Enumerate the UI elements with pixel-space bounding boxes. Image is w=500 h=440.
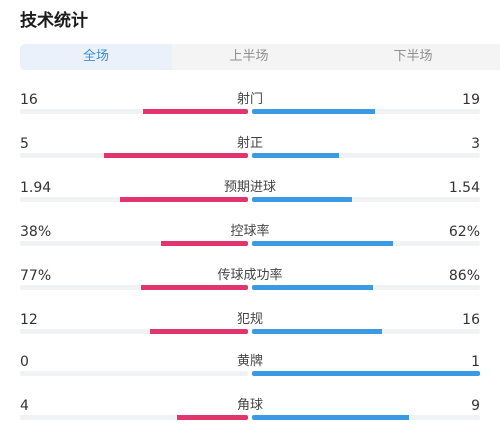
away-bar — [252, 285, 373, 290]
tab-first-half[interactable]: 上半场 — [172, 44, 326, 70]
tab-second-half[interactable]: 下半场 — [326, 44, 500, 70]
away-value: 1 — [471, 354, 480, 370]
stat-label: 犯规 — [236, 312, 263, 327]
home-bar — [177, 415, 248, 420]
away-bar — [252, 153, 339, 158]
away-value: 19 — [462, 92, 480, 108]
home-bar-track — [20, 197, 248, 202]
period-tabs: 全场 上半场 下半场 — [20, 44, 500, 70]
away-bar-track — [252, 197, 480, 202]
home-value: 16 — [20, 92, 38, 108]
stat-row-possession: 38% 控球率 62% — [0, 223, 500, 263]
stat-label: 黄牌 — [236, 354, 263, 369]
away-bar-track — [252, 109, 480, 114]
home-value: 4 — [20, 398, 29, 414]
away-bar-track — [252, 285, 480, 290]
away-bar-track — [252, 153, 480, 158]
stat-label: 传球成功率 — [217, 268, 283, 283]
stat-row-fouls: 12 犯规 16 — [0, 311, 500, 351]
away-value: 9 — [471, 398, 480, 414]
stat-label: 射门 — [236, 92, 263, 107]
away-bar-track — [252, 241, 480, 246]
stat-row-corners: 4 角球 9 — [0, 397, 500, 437]
home-bar — [140, 285, 248, 290]
away-value: 86% — [448, 268, 480, 284]
home-bar — [120, 197, 248, 202]
away-bar-track — [252, 329, 480, 334]
stat-row-shots-on-target: 5 射正 3 — [0, 135, 500, 175]
home-value: 77% — [20, 268, 52, 284]
home-bar — [161, 241, 248, 246]
away-bar-track — [252, 415, 480, 420]
stat-label: 预期进球 — [223, 180, 276, 195]
away-bar — [252, 329, 382, 334]
home-bar-track — [20, 241, 248, 246]
home-value: 12 — [20, 312, 38, 328]
stat-label: 射正 — [236, 136, 263, 151]
away-value: 62% — [448, 224, 480, 240]
away-value: 16 — [462, 312, 480, 328]
stat-row-expected-goals: 1.94 预期进球 1.54 — [0, 179, 500, 219]
page-title: 技术统计 — [20, 11, 88, 31]
stat-row-yellow-cards: 0 黄牌 1 — [0, 353, 500, 393]
home-bar — [143, 109, 248, 114]
stat-row-shots: 16 射门 19 — [0, 91, 500, 131]
home-bar-track — [20, 285, 248, 290]
away-bar — [252, 241, 394, 246]
stat-label: 控球率 — [230, 224, 270, 239]
stat-row-pass-accuracy: 77% 传球成功率 86% — [0, 267, 500, 307]
home-value: 1.94 — [20, 180, 52, 196]
tab-full-match[interactable]: 全场 — [20, 44, 172, 70]
away-bar — [252, 197, 353, 202]
home-value: 38% — [20, 224, 52, 240]
away-bar — [252, 371, 480, 376]
home-bar-track — [20, 371, 248, 376]
home-value: 0 — [20, 354, 29, 370]
home-value: 5 — [20, 136, 29, 152]
home-bar-track — [20, 109, 248, 114]
away-value: 1.54 — [448, 180, 480, 196]
home-bar — [104, 153, 248, 158]
home-bar — [149, 329, 248, 334]
away-value: 3 — [471, 136, 480, 152]
home-bar-track — [20, 415, 248, 420]
away-bar-track — [252, 371, 480, 376]
away-bar — [252, 415, 410, 420]
away-bar — [252, 109, 376, 114]
home-bar-track — [20, 153, 248, 158]
home-bar-track — [20, 329, 248, 334]
stat-label: 角球 — [236, 398, 263, 413]
